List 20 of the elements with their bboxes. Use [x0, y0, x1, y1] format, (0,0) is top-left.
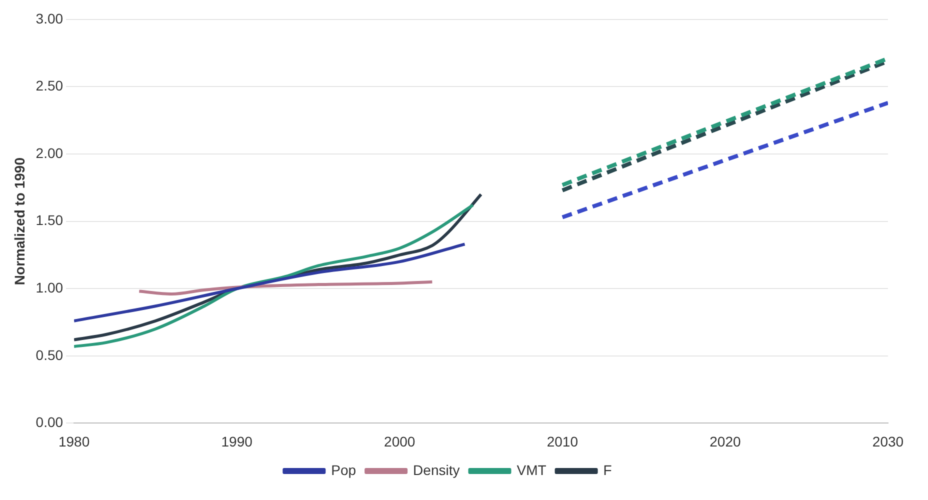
y-tick-label: 1.50 — [36, 212, 64, 228]
x-tick-label: 1990 — [221, 433, 253, 450]
line-series — [138, 280, 434, 296]
x-tick-label: 1980 — [58, 433, 90, 450]
y-tick-label: 0.50 — [36, 346, 64, 363]
line-series — [74, 242, 466, 322]
legend-label: F — [603, 462, 612, 478]
x-tick-label: 2030 — [872, 433, 904, 450]
y-tick-label: 2.00 — [36, 144, 64, 161]
legend-label: VMT — [516, 462, 547, 478]
y-tick-label: 3.00 — [36, 10, 64, 26]
y-tick-label: 1.00 — [36, 279, 64, 296]
x-tick-label: 2020 — [710, 433, 741, 450]
legend-label: Density — [413, 462, 460, 478]
y-tick-label: 0.00 — [36, 414, 64, 430]
y-axis-title: Normalized to 1990 — [11, 157, 28, 286]
x-tick-label: 2010 — [546, 433, 578, 450]
legend-label: Pop — [331, 462, 356, 478]
x-tick-label: 2000 — [384, 433, 416, 450]
y-tick-label: 2.50 — [36, 78, 64, 94]
